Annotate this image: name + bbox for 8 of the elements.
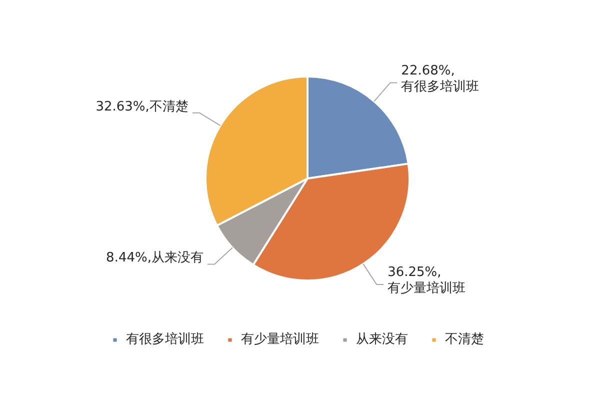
legend-label: 从来没有 xyxy=(356,331,408,348)
legend-label: 有很多培训班 xyxy=(126,331,204,348)
legend-label: 有少量培训班 xyxy=(241,331,319,348)
data-label: 36.25%, 有少量培训班 xyxy=(388,264,466,296)
data-label: 32.63%,不清楚 xyxy=(96,99,188,114)
data-label: 22.68%, 有很多培训班 xyxy=(401,63,480,94)
legend-label: 不清楚 xyxy=(445,331,484,348)
data-label: 8.44%,从来没有 xyxy=(106,250,204,266)
